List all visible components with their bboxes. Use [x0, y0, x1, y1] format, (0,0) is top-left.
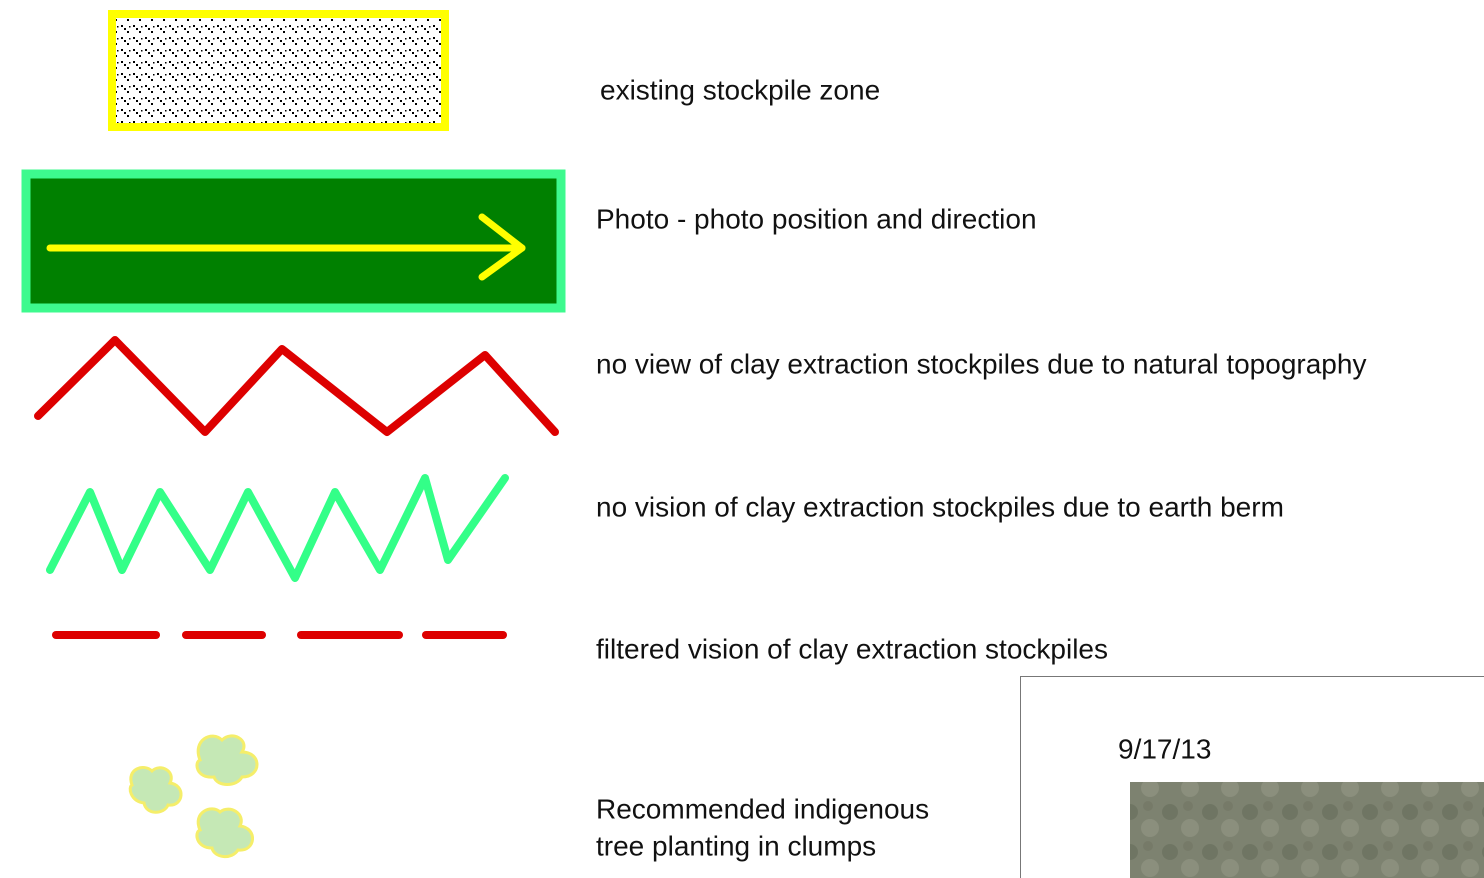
- aerial-photo: [1130, 782, 1484, 878]
- photo-symbol: [26, 174, 561, 308]
- legend-label: filtered vision of clay extraction stock…: [596, 633, 1108, 664]
- topography-symbol: [38, 340, 555, 432]
- legend-label: existing stockpile zone: [600, 74, 880, 105]
- legend: existing stockpile zone Photo - photo po…: [0, 0, 1484, 878]
- legend-label: Recommended indigenous: [596, 793, 929, 824]
- stockpile-symbol: [112, 14, 445, 127]
- legend-label: no view of clay extraction stockpiles du…: [596, 348, 1366, 379]
- legend-label: tree planting in clumps: [596, 830, 876, 861]
- legend-label: no vision of clay extraction stockpiles …: [596, 491, 1284, 522]
- tree-clumps-symbol: [130, 736, 257, 857]
- inset-date: 9/17/13: [1118, 733, 1211, 764]
- legend-label: Photo - photo position and direction: [596, 203, 1037, 234]
- berm-symbol: [50, 478, 505, 578]
- page: existing stockpile zone Photo - photo po…: [0, 0, 1484, 878]
